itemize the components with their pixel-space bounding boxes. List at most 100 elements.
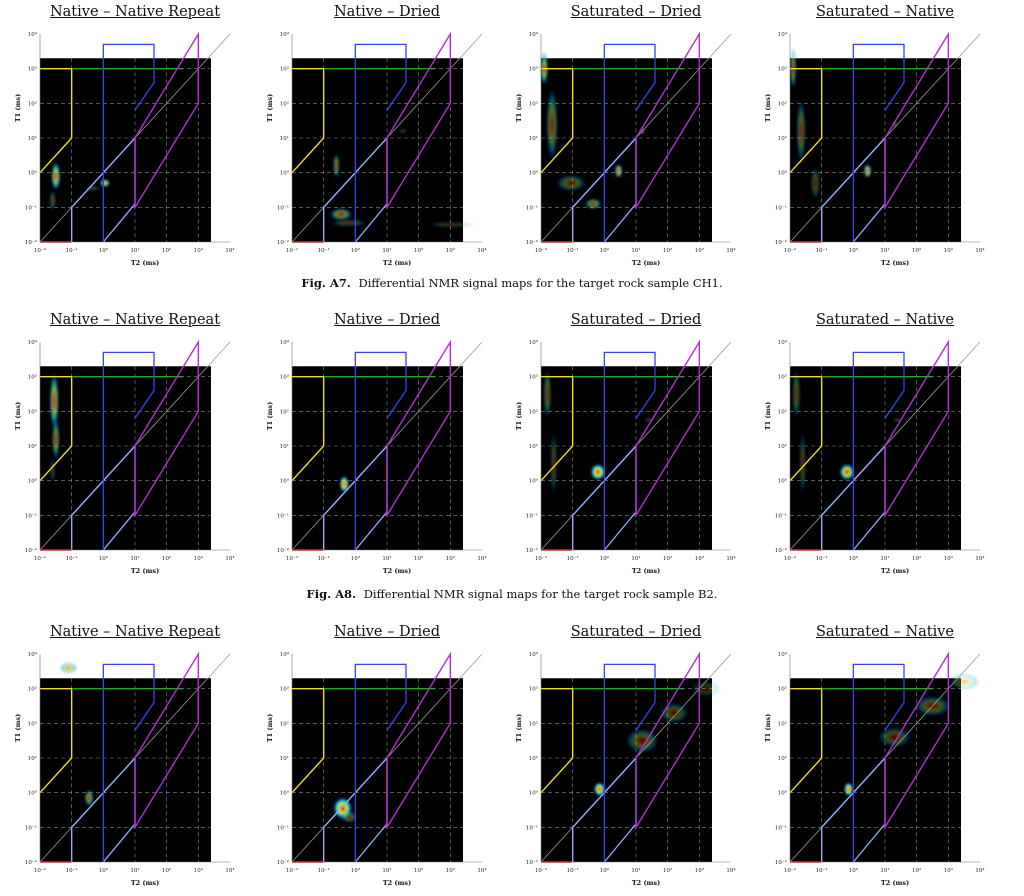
x-tick-label: 10⁴ xyxy=(477,555,487,562)
purple-region xyxy=(386,31,452,210)
x-tick-label: 10³ xyxy=(944,247,953,254)
nmr-map-plot: 10⁻² 10⁻¹ 10⁰ 10¹ 10² 10³ 10⁴ 10⁴ 10³ 10² 10¹ 10⁰ 10… xyxy=(14,651,235,886)
x-tick-label: 10² xyxy=(414,247,423,254)
x-tick-label: 10⁰ xyxy=(849,555,859,562)
signal-blob xyxy=(49,371,59,431)
y-tick-label: 10² xyxy=(778,100,787,107)
figure-caption: Fig. A8. Differential NMR signal maps fo… xyxy=(0,587,1024,601)
blue-region xyxy=(603,351,656,550)
yellow-region xyxy=(39,687,73,794)
x-tick-label: 10² xyxy=(912,247,921,254)
x-tick-label: 10² xyxy=(162,555,171,562)
y-tick-label: 10⁻¹ xyxy=(775,824,787,831)
x-tick-label: 10¹ xyxy=(382,247,391,254)
y-tick-label: 10¹ xyxy=(778,443,787,450)
y-tick-label: 10⁰ xyxy=(28,478,38,485)
y-tick-label: 10² xyxy=(28,720,37,727)
x-tick-label: 10² xyxy=(663,867,672,874)
blue-region xyxy=(852,43,905,242)
x-tick-label: 10⁻¹ xyxy=(66,867,78,874)
y-tick-label: 10⁴ xyxy=(28,339,38,346)
y-tick-label: 10⁰ xyxy=(280,790,290,797)
x-tick-label: 10⁴ xyxy=(975,247,985,254)
purple-region xyxy=(884,651,950,830)
x-tick-label: 10⁻¹ xyxy=(816,867,828,874)
y-axis-label: T1 (ms) xyxy=(266,714,274,742)
x-tick-label: 10³ xyxy=(194,867,203,874)
blue-region xyxy=(603,663,656,862)
x-tick-label: 10⁻² xyxy=(784,247,796,254)
y-tick-label: 10² xyxy=(529,408,538,415)
yellow-region xyxy=(39,375,73,482)
x-axis-label: T2 (ms) xyxy=(881,259,909,266)
nmr-map-plot: 10⁻² 10⁻¹ 10⁰ 10¹ 10² 10³ 10⁴ 10⁴ 10³ 10² 10¹ 10⁰ 10… xyxy=(266,651,487,886)
yellow-region xyxy=(291,687,325,794)
blue-region xyxy=(102,351,155,550)
figure-a9: Native – Native Repeat 10⁻² 10⁻¹ 10⁰ 10¹ 10²… xyxy=(0,624,1024,886)
y-tick-label: 10⁴ xyxy=(28,31,38,38)
y-tick-label: 10⁻¹ xyxy=(526,204,538,211)
y-tick-label: 10² xyxy=(778,720,787,727)
y-axis-label: T1 (ms) xyxy=(515,94,523,122)
x-tick-label: 10⁻¹ xyxy=(66,247,78,254)
figure-caption: Fig. A7. Differential NMR signal maps fo… xyxy=(0,276,1024,290)
panel: Saturated – Dried 10⁻² 10⁻¹ 10⁰ 10¹ 10² 10³ 10… xyxy=(501,624,736,886)
y-tick-label: 10¹ xyxy=(280,755,289,762)
y-tick-label: 10⁻¹ xyxy=(526,824,538,831)
x-axis-label: T2 (ms) xyxy=(383,879,411,886)
x-tick-label: 10⁴ xyxy=(726,247,736,254)
x-tick-label: 10⁻¹ xyxy=(318,247,330,254)
y-tick-label: 10¹ xyxy=(778,755,787,762)
y-tick-label: 10⁻² xyxy=(526,859,538,866)
nmr-map-plot: 10⁻² 10⁻¹ 10⁰ 10¹ 10² 10³ 10⁴ 10⁴ 10³ 10² 10¹ 10⁰ 10… xyxy=(515,339,736,574)
x-tick-label: 10⁻¹ xyxy=(567,867,579,874)
y-tick-label: 10¹ xyxy=(280,443,289,450)
y-tick-label: 10⁴ xyxy=(280,651,290,658)
y-axis-label: T1 (ms) xyxy=(14,402,22,430)
signal-blob xyxy=(84,789,94,807)
y-tick-label: 10⁻² xyxy=(526,547,538,554)
y-axis-label: T1 (ms) xyxy=(266,402,274,430)
blue-region xyxy=(852,351,905,550)
x-tick-label: 10⁻¹ xyxy=(66,555,78,562)
figure-a8: Native – Native Repeat 10⁻² 10⁻¹ 10⁰ 10¹ 10²… xyxy=(0,312,1024,574)
blue-region xyxy=(354,351,407,550)
signal-blob xyxy=(341,810,357,824)
panel-title: Native – Native Repeat xyxy=(49,4,221,20)
nmr-map-plot: 10⁻² 10⁻¹ 10⁰ 10¹ 10² 10³ 10⁴ 10⁴ 10³ 10² 10¹ 10⁰ 10… xyxy=(266,339,487,574)
x-tick-label: 10² xyxy=(414,555,423,562)
y-tick-label: 10⁰ xyxy=(529,170,539,177)
x-tick-label: 10⁻¹ xyxy=(567,247,579,254)
figure-text: Differential NMR signal maps for the tar… xyxy=(358,276,723,290)
nmr-map-plot: 10⁻² 10⁻¹ 10⁰ 10¹ 10² 10³ 10⁴ 10⁴ 10³ 10² 10¹ 10⁰ 10… xyxy=(266,31,487,266)
x-tick-label: 10⁴ xyxy=(975,867,985,874)
x-tick-label: 10⁻² xyxy=(34,247,46,254)
signal-blob xyxy=(49,190,56,211)
x-tick-label: 10¹ xyxy=(880,555,889,562)
x-tick-label: 10⁴ xyxy=(225,247,235,254)
signal-blob xyxy=(810,166,820,200)
signal-blob xyxy=(614,163,623,179)
signal-blob xyxy=(51,161,61,191)
nmr-map-plot: 10⁻² 10⁻¹ 10⁰ 10¹ 10² 10³ 10⁴ 10⁴ 10³ 10² 10¹ 10⁰ 10… xyxy=(764,31,985,266)
y-tick-label: 10³ xyxy=(28,66,37,73)
x-tick-label: 10⁰ xyxy=(351,247,361,254)
x-tick-label: 10⁴ xyxy=(225,867,235,874)
y-tick-label: 10⁰ xyxy=(778,790,788,797)
yellow-region xyxy=(540,375,574,482)
x-tick-label: 10⁻² xyxy=(784,555,796,562)
x-tick-label: 10⁻² xyxy=(34,555,46,562)
signal-blob xyxy=(844,782,854,797)
x-tick-label: 10⁰ xyxy=(99,247,109,254)
panel: Native – Dried 10⁻² 10⁻¹ 10⁰ 10¹ 10² 10³ 10⁴ 10… xyxy=(252,312,487,574)
purple-region xyxy=(134,339,200,518)
x-tick-label: 10⁰ xyxy=(351,867,361,874)
figure-text: Differential NMR signal maps for the tar… xyxy=(363,587,718,601)
y-tick-label: 10⁻² xyxy=(526,239,538,246)
signal-blob xyxy=(330,219,368,227)
nmr-map-plot: 10⁻² 10⁻¹ 10⁰ 10¹ 10² 10³ 10⁴ 10⁴ 10³ 10² 10¹ 10⁰ 10… xyxy=(14,31,235,266)
signal-blob xyxy=(333,153,340,179)
y-tick-label: 10³ xyxy=(529,686,538,693)
y-tick-label: 10⁴ xyxy=(778,31,788,38)
panel: Native – Native Repeat 10⁻² 10⁻¹ 10⁰ 10¹ 10²… xyxy=(0,624,235,886)
